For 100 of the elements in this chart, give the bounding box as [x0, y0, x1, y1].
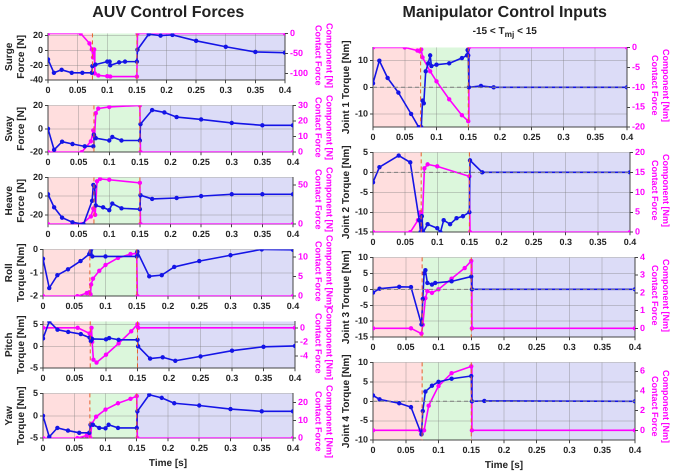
x-tick-label: 0.3: [219, 85, 232, 96]
x-tick-label: 0.3: [225, 229, 238, 240]
y-tick-label: 5: [362, 268, 368, 278]
y2-tick-label: 6: [639, 366, 645, 376]
y2-axis-title: Contact Force Component [Nm]: [649, 370, 671, 443]
y2-tick-label: 0: [298, 290, 304, 301]
y2-tick-label: 0: [300, 322, 306, 332]
x-tick-label: 0.25: [192, 229, 210, 240]
x-tick-label: 0.1: [430, 237, 444, 248]
x-tick-label: 0.05: [396, 342, 414, 352]
x-tick-label: 0.3: [225, 157, 238, 168]
y2-tick-label: -10: [631, 82, 645, 92]
y2-tick-label: 2: [639, 287, 645, 298]
y2-tick-label: 30: [298, 100, 308, 110]
y2-axis-title: Contact Force Component [Nm]: [312, 306, 334, 380]
x-tick-label: 0.1: [432, 342, 444, 352]
x-tick-label: 0.25: [527, 342, 546, 352]
y-axis-title: Joint 3 Torque [Nm]: [340, 250, 352, 344]
x-tick-label: 0.2: [164, 229, 177, 240]
x-tick-label: 0.25: [192, 157, 210, 168]
x-tick-label: 0.15: [131, 229, 149, 240]
y2-tick-label: -5: [631, 62, 640, 72]
x-tick-label: 0.05: [65, 443, 84, 454]
y2-tick-label: 3: [639, 270, 645, 280]
chart-subtitle: -15 < T$_{mj}$ < 15: [472, 26, 538, 39]
y2-tick-label: 0: [631, 42, 637, 52]
y-tick-label: -15: [354, 332, 368, 342]
x-tick-label: 0.2: [497, 342, 510, 352]
x-tick-label: 0.15: [128, 373, 146, 384]
y-tick-label: -5: [359, 186, 368, 197]
y2-axis-title: Contact Force Component [Nm]: [649, 49, 671, 122]
y2-axis-title: Contact Force Component [Nm]: [312, 384, 334, 458]
y2-tick-label: 0: [298, 432, 304, 443]
x-tick-label: 0.35: [252, 443, 271, 454]
y2-tick-label: 10: [298, 131, 308, 142]
x-tick-label: 0: [370, 342, 376, 352]
x-tick-label: 0.3: [558, 237, 572, 248]
y-tick-label: -1: [30, 267, 38, 278]
y2-tick-label: 20: [298, 115, 308, 126]
x-tick-label: 0.4: [278, 85, 292, 96]
x-tick-label: 0.35: [246, 85, 264, 96]
x-tick-label: 0.25: [192, 373, 210, 384]
x-tick-label: 0.1: [99, 301, 112, 312]
x-axis-title: Time [s]: [148, 458, 188, 469]
y2-axis-title: Contact Force Component [Nm]: [312, 234, 334, 308]
x-tick-label: 0.4: [286, 157, 300, 168]
x-tick-label: 0.05: [395, 132, 414, 142]
y2-tick-label: -20: [631, 122, 645, 132]
y2-tick-label: 5: [634, 206, 640, 217]
x-tick-label: 0.05: [66, 373, 84, 384]
y2-tick-label: 0: [290, 28, 295, 38]
x-tick-label: 0.35: [588, 237, 606, 248]
y-tick-label: 0: [362, 166, 368, 177]
y-tick-label: 10: [357, 55, 368, 66]
x-tick-label: 0.4: [623, 237, 636, 248]
y-tick-label: 0: [32, 244, 38, 254]
y-axis-title: Joint 2 Torque [Nm]: [340, 145, 352, 240]
x-tick-label: 0.25: [190, 443, 208, 454]
y2-axis-title: Contact Force Component [Nm]: [649, 259, 671, 332]
y2-tick-label: -15: [631, 102, 645, 112]
y2-tick-label: -4: [300, 350, 308, 361]
x-tick-label: 0.35: [254, 373, 272, 384]
chart-title: AUV Control Forces: [91, 4, 246, 22]
y-tick-label: 10: [357, 252, 368, 262]
x-tick-label: 0.35: [252, 301, 271, 312]
x-tick-label: 0.05: [68, 85, 86, 96]
y-tick-label: -20: [30, 209, 44, 220]
x-tick-label: 0.25: [527, 445, 546, 456]
y-axis-title: Roll Torque [Nm]: [4, 243, 27, 302]
y2-tick-label: 10: [298, 414, 308, 425]
y-tick-label: -40: [30, 74, 44, 85]
x-tick-label: 0.15: [128, 85, 146, 96]
y2-tick-label: 0: [639, 424, 645, 435]
x-tick-label: 0.4: [628, 445, 641, 456]
y-tick-label: 5: [32, 388, 38, 398]
chart-title: Manipulator Control Inputs: [402, 4, 608, 22]
x-tick-label: 0: [46, 85, 51, 96]
x-tick-label: 0.2: [494, 237, 508, 248]
x-axis-title: Time [s]: [484, 460, 523, 471]
x-tick-label: 0.3: [562, 342, 576, 352]
y2-tick-label: 4: [639, 252, 645, 262]
y2-tick-label: -100: [290, 68, 308, 78]
y-axis-title: Joint 4 Torque [Nm]: [340, 354, 352, 448]
x-tick-label: 0.25: [190, 301, 208, 312]
y-tick-label: 0: [38, 190, 44, 201]
y-tick-label: -10: [354, 108, 368, 118]
x-tick-label: 0.15: [128, 443, 146, 454]
y-tick-label: 0: [32, 410, 38, 420]
y-axis-title: Pitch Torque [Nm]: [4, 315, 27, 374]
x-tick-label: 0.15: [462, 342, 480, 352]
y-axis-title: Surge Force [N]: [4, 34, 27, 79]
y-tick-label: -15: [354, 226, 368, 237]
y-tick-label: 5: [32, 318, 38, 329]
x-tick-label: 0.25: [187, 85, 205, 96]
y2-axis-title: Contact Force Component [N]: [312, 94, 334, 160]
y-axis-title: Heave Force [N]: [4, 178, 27, 223]
y2-tick-label: 20: [634, 146, 645, 157]
y-tick-label: -2: [30, 290, 38, 301]
y2-tick-label: 10: [634, 186, 645, 197]
y-tick-label: 0: [362, 284, 368, 294]
